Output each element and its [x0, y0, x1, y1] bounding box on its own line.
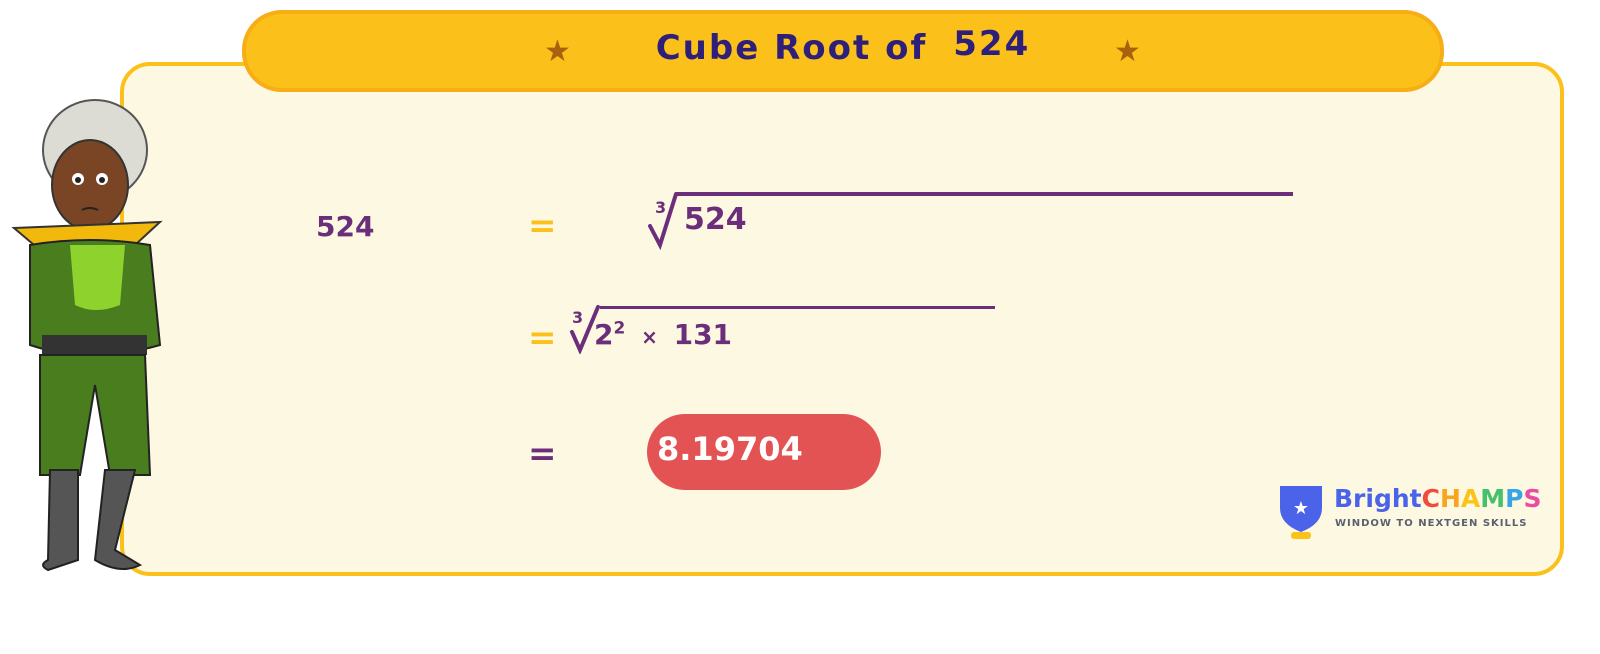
brand-name: BrightCHAMPS: [1334, 484, 1542, 513]
brand-letter: S: [1523, 484, 1542, 513]
equals-sign: =: [528, 318, 557, 358]
svg-text:★: ★: [1293, 498, 1309, 519]
equals-sign: =: [528, 434, 557, 474]
brand-letter: H: [1439, 484, 1461, 513]
thinking-character-illustration: [11, 99, 163, 572]
title-banner: ★ Cube Root of 524 ★: [242, 10, 1444, 92]
factor: 131: [673, 318, 733, 351]
brand-letter: M: [1480, 484, 1506, 513]
result-value: 8.19704: [657, 430, 803, 468]
radicand: 524: [684, 202, 747, 237]
radical-bar: [676, 192, 1293, 196]
shield-star-icon: ★: [1280, 486, 1322, 539]
radical-bar: [600, 306, 995, 309]
times-sign: ×: [641, 325, 658, 349]
result-badge: 8.19704: [647, 414, 881, 490]
brand-letter: A: [1460, 484, 1481, 513]
title-label: Cube Root of: [655, 28, 928, 68]
equals-sign: =: [528, 206, 557, 246]
brand-tagline: WINDOW TO NEXTGEN SKILLS: [1335, 518, 1528, 529]
exponent: 2: [613, 318, 626, 339]
title-number: 524: [953, 24, 1031, 64]
factorization: 22 × 131: [594, 318, 732, 351]
page-title: Cube Root of 524: [246, 24, 1440, 68]
cube-root-symbol: [570, 305, 600, 354]
base: 2: [594, 318, 614, 351]
star-icon: ★: [544, 34, 571, 69]
content-card: [120, 62, 1564, 576]
brand-letter: C: [1421, 484, 1440, 513]
brand-letter: P: [1505, 484, 1524, 513]
lhs-number: 524: [316, 210, 375, 243]
root-index: 3: [655, 198, 667, 217]
root-index: 3: [572, 308, 584, 327]
brand-name-part1: Bright: [1334, 484, 1422, 513]
cube-root-symbol: [648, 192, 678, 250]
star-icon: ★: [1114, 34, 1141, 69]
